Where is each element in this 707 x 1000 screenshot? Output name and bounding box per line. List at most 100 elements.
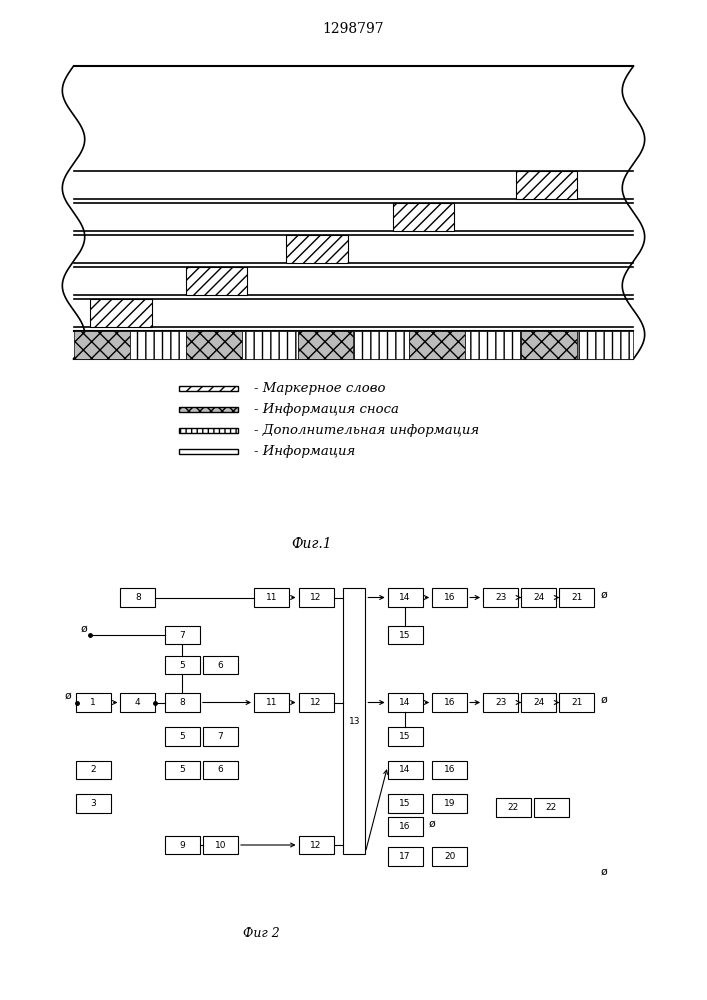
Text: - Информация: - Информация — [254, 445, 355, 458]
Text: 24: 24 — [533, 593, 544, 602]
Bar — [559, 588, 595, 607]
Bar — [354, 331, 409, 359]
Bar — [203, 836, 238, 854]
Text: 9: 9 — [180, 840, 185, 850]
Text: 22: 22 — [546, 803, 557, 812]
Bar — [129, 331, 185, 359]
Bar — [578, 331, 633, 359]
Bar — [432, 588, 467, 607]
Text: 17: 17 — [399, 852, 411, 861]
Text: 2: 2 — [90, 766, 96, 774]
Bar — [180, 407, 238, 412]
Bar — [76, 794, 111, 813]
Text: 5: 5 — [180, 660, 185, 670]
Bar — [76, 761, 111, 779]
Bar — [298, 588, 334, 607]
Text: 13: 13 — [349, 717, 360, 726]
Text: 6: 6 — [218, 766, 223, 774]
Bar — [254, 693, 289, 712]
Bar — [387, 794, 423, 813]
Text: 24: 24 — [533, 698, 544, 707]
Bar — [74, 331, 129, 359]
Text: ø: ø — [601, 589, 607, 599]
Text: 14: 14 — [399, 593, 411, 602]
Bar — [392, 203, 455, 231]
Bar — [203, 761, 238, 779]
Text: 19: 19 — [444, 799, 455, 808]
Text: 1298797: 1298797 — [322, 22, 385, 36]
Text: 5: 5 — [180, 766, 185, 774]
Text: 7: 7 — [180, 631, 185, 640]
Text: 23: 23 — [495, 698, 506, 707]
Bar — [409, 331, 465, 359]
Text: 8: 8 — [180, 698, 185, 707]
Bar — [387, 847, 423, 866]
Bar — [203, 727, 238, 746]
Text: 21: 21 — [571, 593, 583, 602]
Bar — [387, 693, 423, 712]
Text: 16: 16 — [399, 822, 411, 831]
Text: 22: 22 — [508, 803, 519, 812]
Bar — [90, 299, 152, 327]
Text: 15: 15 — [399, 799, 411, 808]
Text: 14: 14 — [399, 698, 411, 707]
Text: ø: ø — [601, 694, 607, 704]
Text: 23: 23 — [495, 593, 506, 602]
Text: 10: 10 — [215, 840, 226, 850]
Text: Фиг 2: Фиг 2 — [243, 927, 280, 940]
Text: 3: 3 — [90, 799, 96, 808]
Text: 12: 12 — [310, 840, 322, 850]
Bar — [165, 836, 200, 854]
Bar — [120, 693, 156, 712]
Bar — [387, 727, 423, 746]
Bar — [242, 331, 298, 359]
Text: 21: 21 — [571, 698, 583, 707]
Bar — [465, 331, 522, 359]
Bar — [496, 798, 531, 817]
Bar — [521, 588, 556, 607]
Text: ø: ø — [65, 691, 71, 701]
Text: Фиг.1: Фиг.1 — [291, 537, 332, 551]
Text: 14: 14 — [399, 766, 411, 774]
Bar — [180, 449, 238, 454]
Bar — [254, 588, 289, 607]
Text: - Дополнительная информация: - Дополнительная информация — [254, 424, 479, 437]
Text: 16: 16 — [444, 766, 455, 774]
Bar — [521, 693, 556, 712]
Bar — [387, 588, 423, 607]
Bar — [432, 761, 467, 779]
Bar — [559, 693, 595, 712]
Text: 8: 8 — [135, 593, 141, 602]
Text: - Информация сноса: - Информация сноса — [254, 403, 399, 416]
Text: 4: 4 — [135, 698, 141, 707]
Bar — [298, 331, 354, 359]
Bar — [387, 817, 423, 836]
Text: 12: 12 — [310, 593, 322, 602]
Text: 5: 5 — [180, 732, 185, 741]
Text: 7: 7 — [218, 732, 223, 741]
Bar — [180, 386, 238, 391]
Bar — [76, 693, 111, 712]
Text: 20: 20 — [444, 852, 455, 861]
Text: ø: ø — [429, 818, 436, 828]
Bar — [203, 656, 238, 674]
Bar — [286, 235, 348, 263]
Bar — [483, 588, 518, 607]
Bar — [165, 693, 200, 712]
Bar — [483, 693, 518, 712]
Bar — [387, 761, 423, 779]
Bar — [165, 656, 200, 674]
Text: 6: 6 — [218, 660, 223, 670]
Bar — [185, 331, 242, 359]
Text: ø: ø — [601, 867, 607, 877]
Text: 15: 15 — [399, 631, 411, 640]
Bar — [432, 794, 467, 813]
Text: 12: 12 — [310, 698, 322, 707]
Bar — [387, 626, 423, 644]
Text: 16: 16 — [444, 698, 455, 707]
Bar — [432, 847, 467, 866]
Bar — [432, 693, 467, 712]
Text: 11: 11 — [266, 593, 277, 602]
Bar — [522, 331, 578, 359]
Text: 11: 11 — [266, 698, 277, 707]
